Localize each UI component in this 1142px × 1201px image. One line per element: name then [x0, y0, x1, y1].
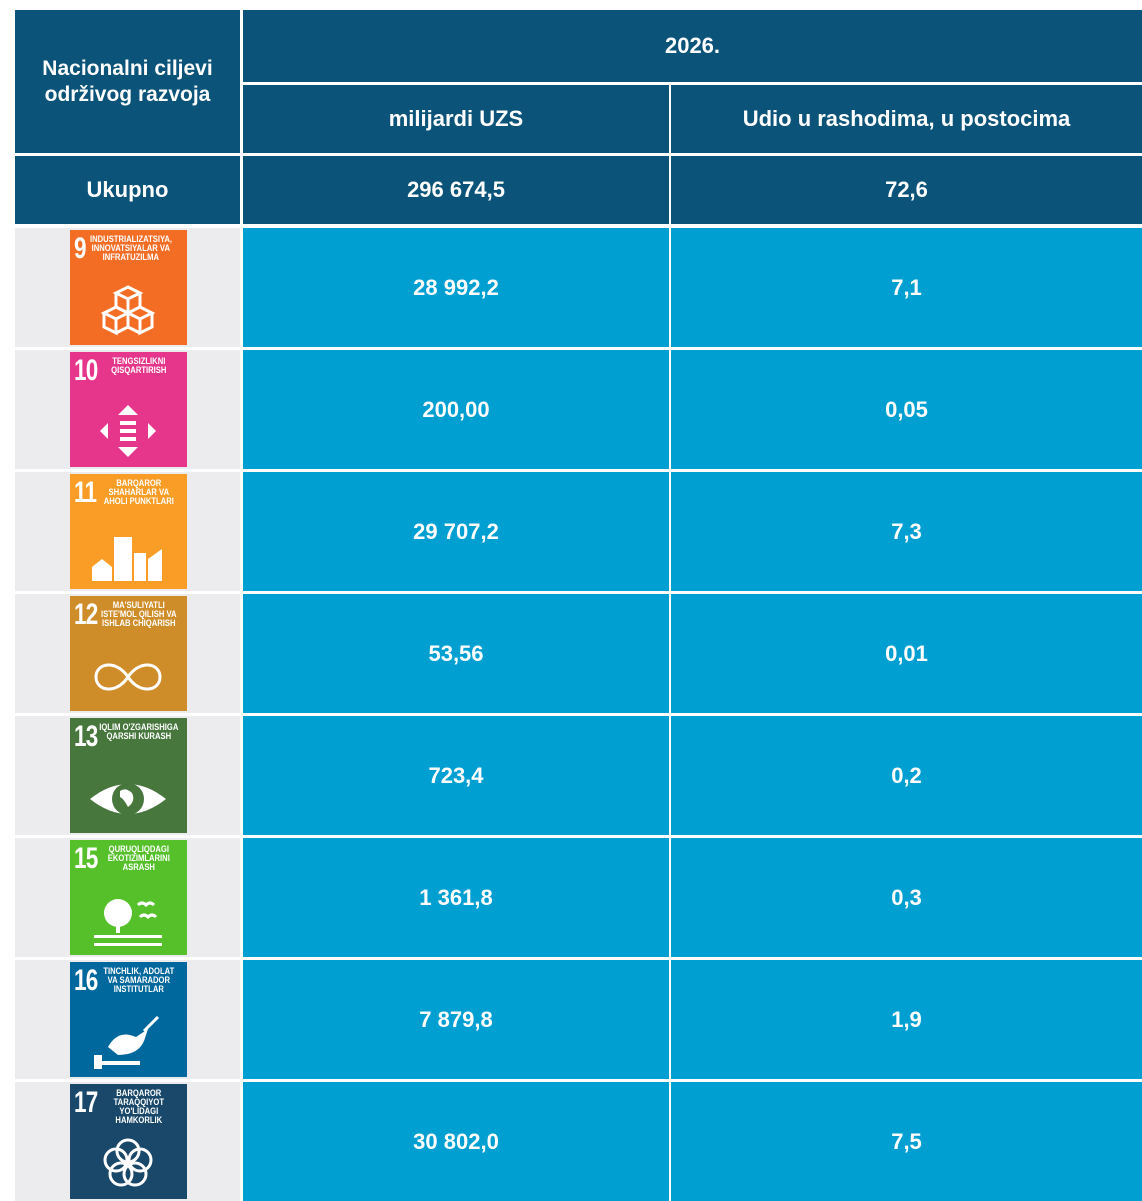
- goal-label: BARQAROR TARAQQIYOT YO'LIDAGI HAMKORLIK: [113, 1088, 165, 1125]
- goal-cell: 12 MA'SULIYATLI ISTE'MOL QILISH VA ISHLAB…: [15, 594, 240, 713]
- goal-label: INDUSTRIALIZATSIYA, INNOVATSIYALAR VA IN…: [90, 234, 173, 262]
- goal-number: 13: [74, 720, 98, 753]
- goal-label: BARQAROR SHAHARLAR VA AHOLI PUNKTLARI: [103, 478, 174, 506]
- value-cell: 7,5: [671, 1082, 1142, 1201]
- goal-cell: 10 TENGSIZLIKNI QISQARTIRISH: [15, 350, 240, 469]
- goal-glyph: [92, 537, 162, 581]
- goal-icon: 10 TENGSIZLIKNI QISQARTIRISH: [70, 352, 187, 467]
- goal-cell: 15 QURUQLIQDAGI EKOTIZIMLARINI ASRASH: [15, 838, 240, 957]
- value-cell: 0,05: [671, 350, 1142, 469]
- year-header: 2026.: [243, 10, 1142, 82]
- goal-label: IQLIM O'ZGARISHIGA QARSHI KURASH: [99, 722, 179, 741]
- goal-glyph: [90, 783, 166, 815]
- goal-icon: 16 TINCHLIK, ADOLAT VA SAMARADOR INSTITUT…: [70, 962, 187, 1077]
- value-cell: 200,00: [243, 350, 669, 469]
- value-cell: 53,56: [243, 594, 669, 713]
- goal-label: MA'SULIYATLI ISTE'MOL QILISH VA ISHLAB C…: [101, 600, 177, 628]
- goal-number: 16: [74, 964, 98, 997]
- goal-number: 12: [74, 598, 98, 631]
- goal-glyph: [94, 663, 162, 691]
- goal-glyph: [94, 899, 162, 946]
- goal-icon: 11 BARQAROR SHAHARLAR VA AHOLI PUNKTLARI: [70, 474, 187, 589]
- column-header: Udio u rashodima, u postocima: [671, 85, 1142, 153]
- value-cell: 0,01: [671, 594, 1142, 713]
- goal-cell: 13 IQLIM O'ZGARISHIGA QARSHI KURASH: [15, 716, 240, 835]
- goal-glyph: [103, 1138, 153, 1187]
- goal-number: 10: [74, 354, 98, 387]
- goal-number: 17: [74, 1086, 98, 1119]
- goal-cell: 16 TINCHLIK, ADOLAT VA SAMARADOR INSTITUT…: [15, 960, 240, 1079]
- goal-icon: 13 IQLIM O'ZGARISHIGA QARSHI KURASH: [70, 718, 187, 833]
- value-cell: 7,3: [671, 472, 1142, 591]
- value-cell: 7 879,8: [243, 960, 669, 1079]
- goal-glyph: [100, 405, 156, 457]
- goal-number: 15: [74, 842, 98, 875]
- goal-label: QURUQLIQDAGI EKOTIZIMLARINI ASRASH: [107, 844, 170, 872]
- goal-number: 11: [74, 476, 97, 509]
- goal-icon: 9 INDUSTRIALIZATSIYA, INNOVATSIYALAR VA I…: [70, 230, 187, 345]
- total-value: 72,6: [671, 156, 1142, 224]
- goal-icon: 12 MA'SULIYATLI ISTE'MOL QILISH VA ISHLAB…: [70, 596, 187, 711]
- value-cell: 28 992,2: [243, 228, 669, 347]
- value-cell: 7,1: [671, 228, 1142, 347]
- goal-cell: 17 BARQAROR TARAQQIYOT YO'LIDAGI HAMKORLI…: [15, 1082, 240, 1201]
- goal-cell: 9 INDUSTRIALIZATSIYA, INNOVATSIYALAR VA I…: [15, 228, 240, 347]
- goal-icon: 15 QURUQLIQDAGI EKOTIZIMLARINI ASRASH: [70, 840, 187, 955]
- goal-glyph: [94, 1015, 160, 1069]
- value-cell: 29 707,2: [243, 472, 669, 591]
- value-cell: 30 802,0: [243, 1082, 669, 1201]
- value-cell: 723,4: [243, 716, 669, 835]
- goal-label: TINCHLIK, ADOLAT VA SAMARADOR INSTITUTLA…: [103, 966, 175, 994]
- value-cell: 1 361,8: [243, 838, 669, 957]
- goal-column-header: Nacionalni ciljevi održivog razvoja: [15, 10, 240, 153]
- value-cell: 0,3: [671, 838, 1142, 957]
- total-label: Ukupno: [15, 156, 240, 224]
- goal-cell: 11 BARQAROR SHAHARLAR VA AHOLI PUNKTLARI: [15, 472, 240, 591]
- goal-number: 9: [74, 232, 87, 265]
- goal-icon: 17 BARQAROR TARAQQIYOT YO'LIDAGI HAMKORLI…: [70, 1084, 187, 1199]
- goal-glyph: [100, 285, 156, 336]
- value-cell: 0,2: [671, 716, 1142, 835]
- total-value: 296 674,5: [243, 156, 669, 224]
- goal-label: TENGSIZLIKNI QISQARTIRISH: [111, 356, 167, 375]
- column-header: milijardi UZS: [243, 85, 669, 153]
- value-cell: 1,9: [671, 960, 1142, 1079]
